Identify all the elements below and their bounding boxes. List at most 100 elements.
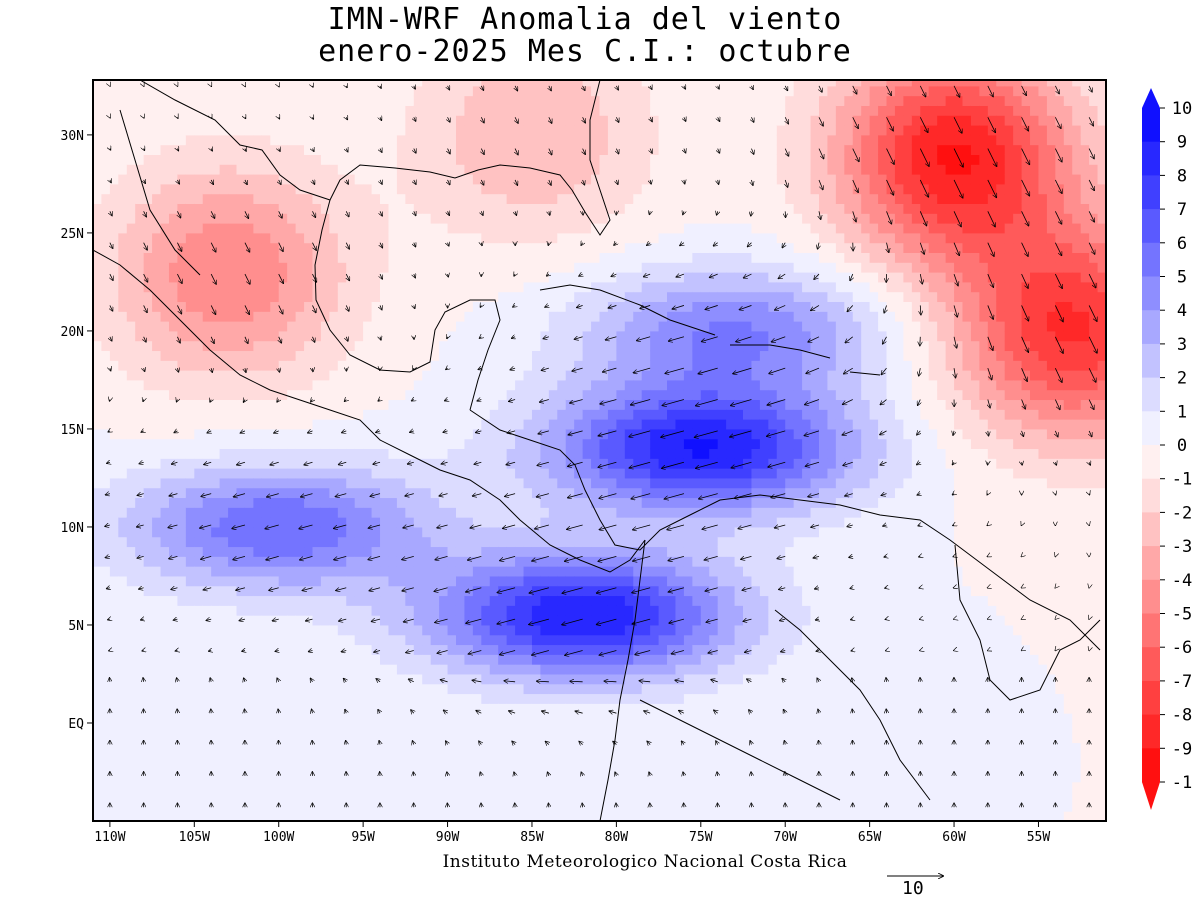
anomaly-cell [228,85,238,97]
anomaly-cell [430,242,440,254]
anomaly-cell [219,301,229,312]
anomaly-cell [312,722,322,734]
anomaly-cell [439,321,449,332]
anomaly-cell [228,487,238,499]
anomaly-cell [641,693,651,704]
anomaly-cell [143,615,153,626]
anomaly-cell [396,693,406,704]
anomaly-cell [236,419,246,430]
anomaly-cell [464,477,474,489]
anomaly-cell [439,232,449,244]
anomaly-cell [447,80,457,87]
anomaly-cell [616,458,626,469]
anomaly-cell [278,428,288,440]
anomaly-cell [380,399,389,410]
anomaly-cell [633,105,643,116]
anomaly-cell [211,752,221,763]
anomaly-cell [101,340,111,352]
anomaly-cell [363,458,373,469]
anomaly-cell [565,595,575,606]
anomaly-cell [194,183,204,195]
anomaly-cell [202,742,212,753]
anomaly-cell [228,213,238,224]
anomaly-cell [616,517,626,528]
anomaly-cell [363,556,373,567]
anomaly-cell [152,95,162,106]
anomaly-cell [219,487,229,499]
anomaly-cell [211,183,221,195]
anomaly-cell [599,360,609,371]
anomaly-cell [472,644,482,655]
anomaly-cell [228,615,238,626]
anomaly-cell [160,497,170,508]
anomaly-cell [380,193,389,204]
anomaly-cell [540,409,550,420]
anomaly-cell [253,134,263,146]
anomaly-cell [168,654,178,665]
anomaly-cell [565,311,575,322]
anomaly-cell [93,624,102,636]
anomaly-cell [523,624,533,636]
anomaly-cell [396,399,406,410]
anomaly-cell [320,311,330,322]
anomaly-cell [405,654,415,665]
anomaly-cell [540,752,550,763]
anomaly-cell [152,644,162,655]
anomaly-cell [261,546,271,557]
anomaly-cell [430,517,440,528]
anomaly-cell [641,683,651,695]
anomaly-cell [261,350,271,361]
anomaly-cell [135,360,145,371]
anomaly-cell [287,448,297,459]
anomaly-cell [244,683,254,695]
anomaly-cell [515,311,525,322]
anomaly-cell [270,566,280,577]
anomaly-cell [109,330,119,342]
anomaly-cell [219,546,229,557]
anomaly-cell [616,213,626,224]
anomaly-cell [337,203,347,214]
anomaly-cell [582,742,592,753]
anomaly-cell [312,370,322,381]
anomaly-cell [599,242,609,254]
anomaly-cell [194,634,204,646]
anomaly-cell [464,517,474,528]
anomaly-cell [219,517,229,528]
anomaly-cell [633,419,643,430]
anomaly-cell [489,801,499,812]
anomaly-cell [641,507,651,518]
anomaly-cell [118,566,128,577]
anomaly-cell [211,95,221,106]
anomaly-cell [464,595,474,606]
anomaly-cell [135,575,145,587]
anomaly-cell [287,389,297,401]
anomaly-cell [160,722,170,734]
anomaly-cell [278,272,288,283]
anomaly-cell [523,664,533,675]
anomaly-cell [430,664,440,675]
anomaly-cell [236,713,246,724]
anomaly-cell [354,183,364,195]
anomaly-cell [591,526,600,538]
anomaly-cell [244,95,254,106]
anomaly-cell [101,605,111,616]
anomaly-cell [135,144,145,155]
anomaly-cell [278,144,288,155]
anomaly-cell [422,497,432,508]
anomaly-cell [481,85,491,97]
anomaly-cell [574,536,584,548]
anomaly-cell [101,683,111,695]
anomaly-cell [219,360,229,371]
anomaly-cell [287,811,297,821]
anomaly-cell [236,85,246,97]
anomaly-cell [388,272,398,283]
anomaly-cell [548,80,558,87]
anomaly-cell [599,252,609,263]
anomaly-cell [481,752,491,763]
anomaly-cell [481,281,491,293]
anomaly-cell [523,419,533,430]
anomaly-cell [228,752,238,763]
anomaly-cell [616,311,626,322]
anomaly-cell [506,144,516,155]
anomaly-cell [177,811,187,821]
